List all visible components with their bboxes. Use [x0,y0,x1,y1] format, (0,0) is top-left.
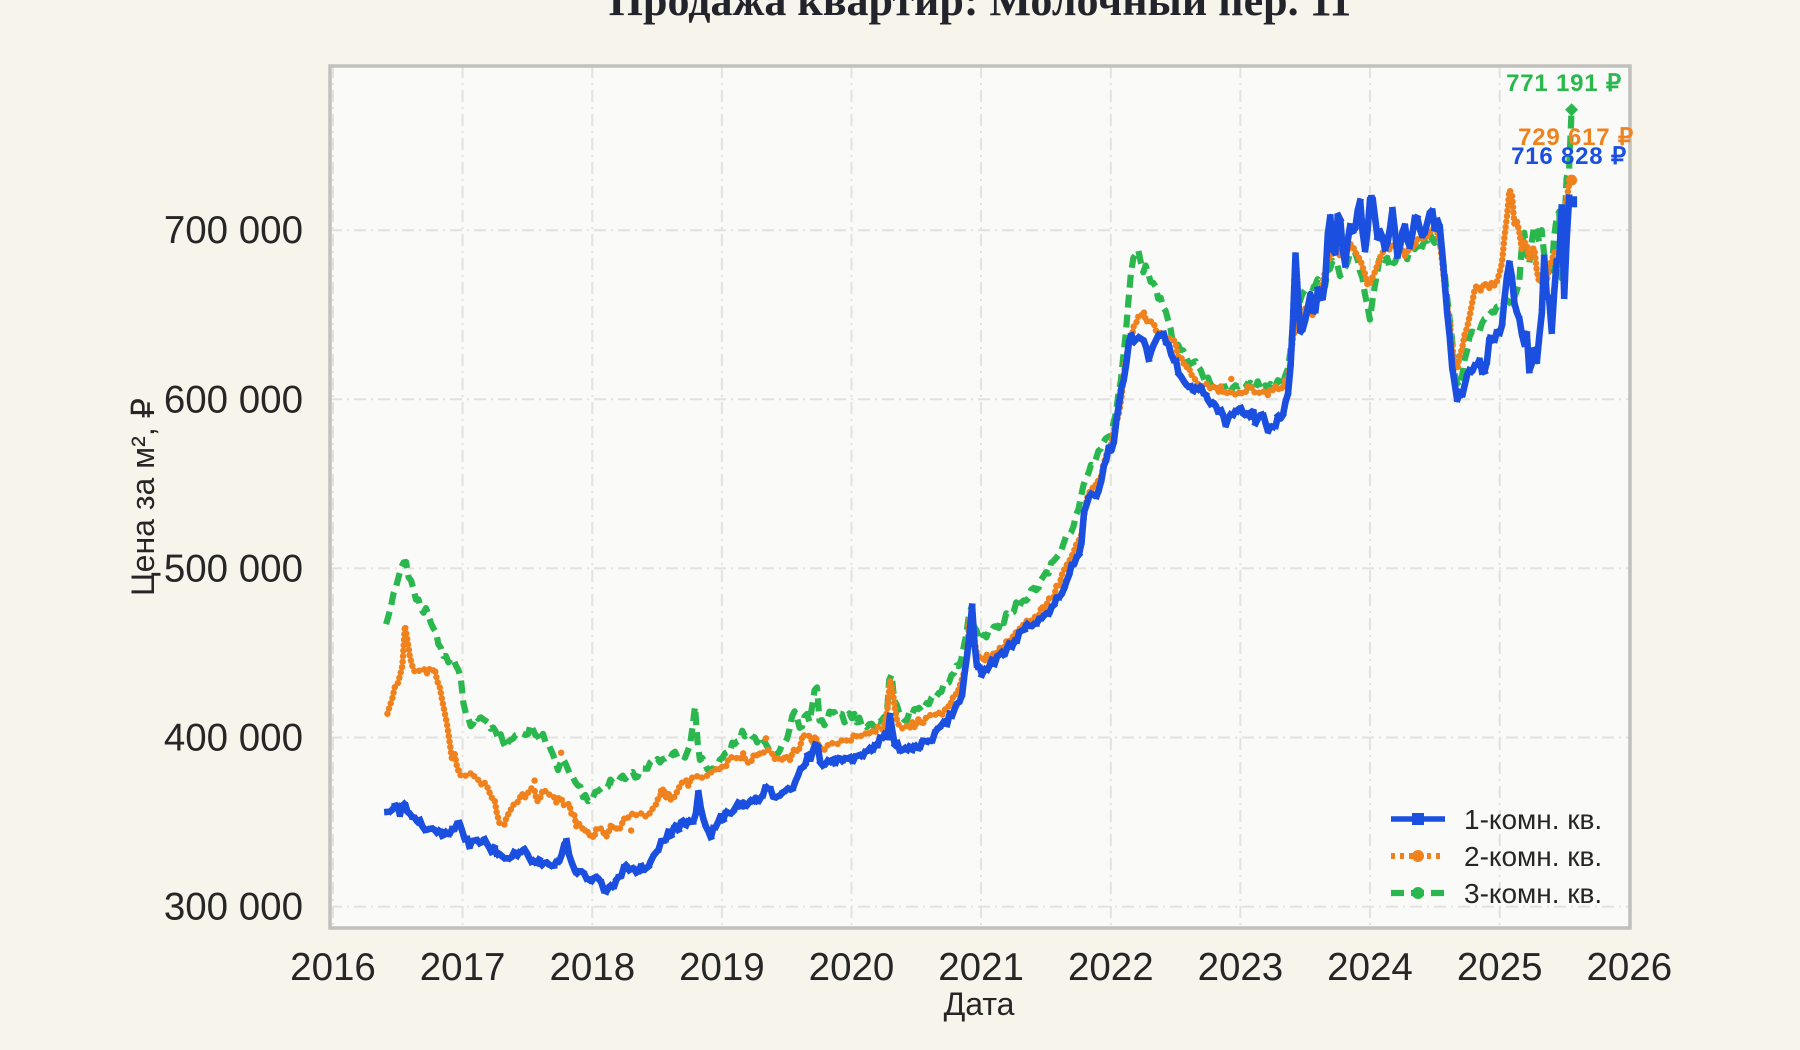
svg-text:2022: 2022 [1068,946,1154,989]
svg-text:729 617 ₽: 729 617 ₽ [1518,124,1634,151]
svg-text:2018: 2018 [549,946,635,989]
svg-text:2020: 2020 [809,946,895,989]
svg-text:2023: 2023 [1198,946,1284,989]
svg-text:2024: 2024 [1327,946,1413,989]
svg-text:700 000: 700 000 [164,209,303,252]
svg-text:2019: 2019 [679,946,765,989]
svg-text:1-комн. кв.: 1-комн. кв. [1464,804,1602,835]
svg-text:2017: 2017 [420,946,506,989]
svg-text:771 191 ₽: 771 191 ₽ [1506,70,1622,97]
svg-text:2016: 2016 [290,946,376,989]
svg-text:Цена за м², ₽: Цена за м², ₽ [125,398,161,596]
svg-text:400 000: 400 000 [164,717,303,760]
svg-text:Продажа квартир: Молочный пер.: Продажа квартир: Молочный пер. 11 [609,0,1351,25]
svg-text:2026: 2026 [1586,946,1672,989]
svg-text:3-комн. кв.: 3-комн. кв. [1464,878,1602,909]
svg-text:2-комн. кв.: 2-комн. кв. [1464,841,1602,872]
svg-text:Дата: Дата [944,986,1015,1022]
svg-text:716 828 ₽: 716 828 ₽ [1511,143,1627,170]
svg-text:2025: 2025 [1457,946,1543,989]
svg-text:600 000: 600 000 [164,378,303,421]
svg-text:2021: 2021 [938,946,1024,989]
svg-text:300 000: 300 000 [164,886,303,929]
svg-text:500 000: 500 000 [164,547,303,590]
